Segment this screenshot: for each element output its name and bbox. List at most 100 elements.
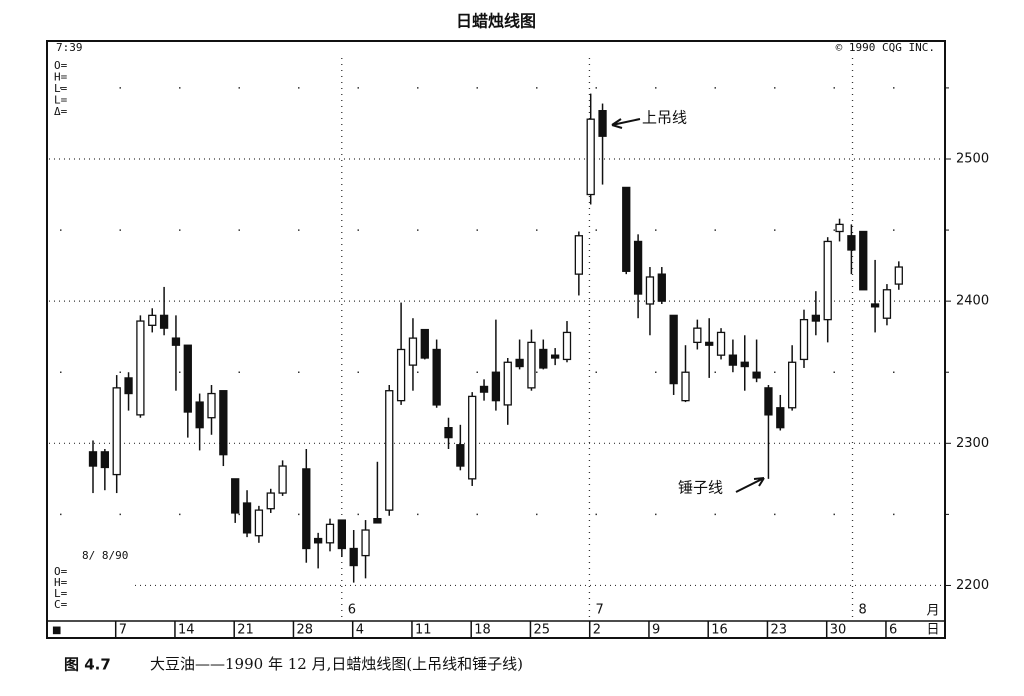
caption: 大豆油——1990 年 12 月,日蜡烛线图(上吊线和锤子线): [150, 655, 523, 673]
x-tick-label: 25: [533, 623, 550, 638]
candle-body: [574, 235, 583, 275]
candle-body: [313, 537, 323, 544]
candle-body: [242, 502, 252, 534]
candle-body: [669, 314, 678, 385]
candle-body: [752, 371, 761, 379]
candle-body: [622, 186, 631, 272]
candle-body: [693, 327, 702, 344]
clock: 7:39: [56, 41, 83, 54]
annotation-arrow: [735, 477, 765, 493]
candle-body: [799, 318, 809, 361]
candle-body: [894, 266, 903, 285]
month-label: 6: [348, 603, 356, 618]
info-field: C=: [54, 598, 68, 611]
candle-body: [882, 289, 892, 319]
info-field: O=: [54, 59, 68, 72]
candle-body: [633, 240, 643, 295]
x-tick-label: 16: [711, 623, 728, 638]
annotation: 上吊线: [642, 109, 687, 127]
candle-body: [598, 110, 607, 137]
candle-body: [835, 223, 844, 233]
candle-body: [408, 337, 418, 366]
candle-body: [764, 387, 773, 416]
candle-body: [88, 451, 98, 467]
x-tick-label: 28: [296, 623, 313, 638]
candle-body: [870, 303, 880, 308]
info-field: L=: [54, 94, 68, 107]
candle-body: [456, 444, 465, 467]
candle-body: [100, 451, 109, 469]
candle-body: [728, 354, 738, 366]
chart-title: 日蜡烛线图: [456, 12, 536, 31]
y-tick-label: 2500: [956, 151, 989, 166]
x-tick-label: 4: [356, 623, 364, 638]
candle-body: [266, 492, 275, 510]
info-field: H=: [54, 576, 68, 589]
annotation-arrow: [611, 118, 641, 129]
candle-body: [479, 385, 489, 393]
candle-body: [278, 465, 287, 494]
month-label: 8: [859, 603, 867, 618]
candle-body: [231, 478, 240, 514]
info-field: H=: [54, 71, 68, 84]
axis-unit-month: 月: [926, 604, 939, 619]
candle-body: [527, 341, 536, 389]
candle-body: [396, 348, 406, 402]
candle-body: [361, 529, 370, 557]
plot-frame: [46, 40, 946, 639]
candle-body: [373, 517, 382, 524]
candle-body: [515, 358, 524, 368]
candle-body: [823, 240, 832, 321]
candle-body: [254, 509, 264, 537]
candle-body: [716, 331, 726, 356]
info-field: Δ=: [54, 105, 68, 118]
candle-body: [586, 118, 595, 196]
candle-body: [740, 361, 749, 368]
candle-body: [337, 519, 347, 550]
month-label: 7: [595, 603, 603, 618]
copyright: © 1990 CQG INC.: [836, 41, 935, 54]
y-tick-label: 2400: [956, 294, 989, 309]
candle-body: [562, 331, 572, 361]
candle-body: [776, 407, 785, 429]
x-tick-label: 18: [474, 623, 491, 638]
axis-marker: ■: [52, 625, 61, 636]
x-tick-label: 6: [889, 623, 897, 638]
y-tick-label: 2300: [956, 436, 989, 451]
candle-body: [657, 273, 666, 302]
candle-body: [491, 371, 501, 402]
candle-body: [681, 371, 690, 402]
candle-body: [539, 348, 548, 369]
candle-body: [859, 230, 868, 291]
candle-body: [124, 377, 133, 395]
x-tick-label: 30: [830, 623, 847, 638]
candle-body: [385, 390, 394, 511]
candle-body: [136, 320, 145, 416]
candle-body: [551, 354, 560, 359]
x-tick-label: 14: [178, 623, 195, 638]
candle-body: [432, 348, 441, 406]
candle-body: [705, 341, 714, 346]
candle-body: [420, 328, 429, 359]
candle-body: [219, 390, 228, 456]
x-tick-label: 11: [415, 623, 432, 638]
candle-body: [325, 523, 335, 544]
y-tick-label: 2200: [956, 578, 989, 593]
candle-body: [503, 361, 512, 406]
candle-body: [847, 235, 856, 251]
candle-body: [112, 387, 121, 476]
candle-body: [148, 314, 157, 326]
axis-unit-day: 日: [926, 623, 939, 638]
x-tick-label: 7: [119, 623, 127, 638]
candle-body: [159, 314, 169, 329]
annotation: 锤子线: [678, 479, 723, 497]
candle-body: [302, 468, 311, 550]
figure-number: 图 4.7: [64, 656, 111, 674]
candle-body: [171, 337, 181, 346]
candle-body: [468, 395, 477, 480]
x-tick-label: 21: [237, 623, 254, 638]
candle-body: [349, 547, 358, 567]
candle-body: [183, 344, 192, 413]
candle-body: [645, 276, 655, 305]
